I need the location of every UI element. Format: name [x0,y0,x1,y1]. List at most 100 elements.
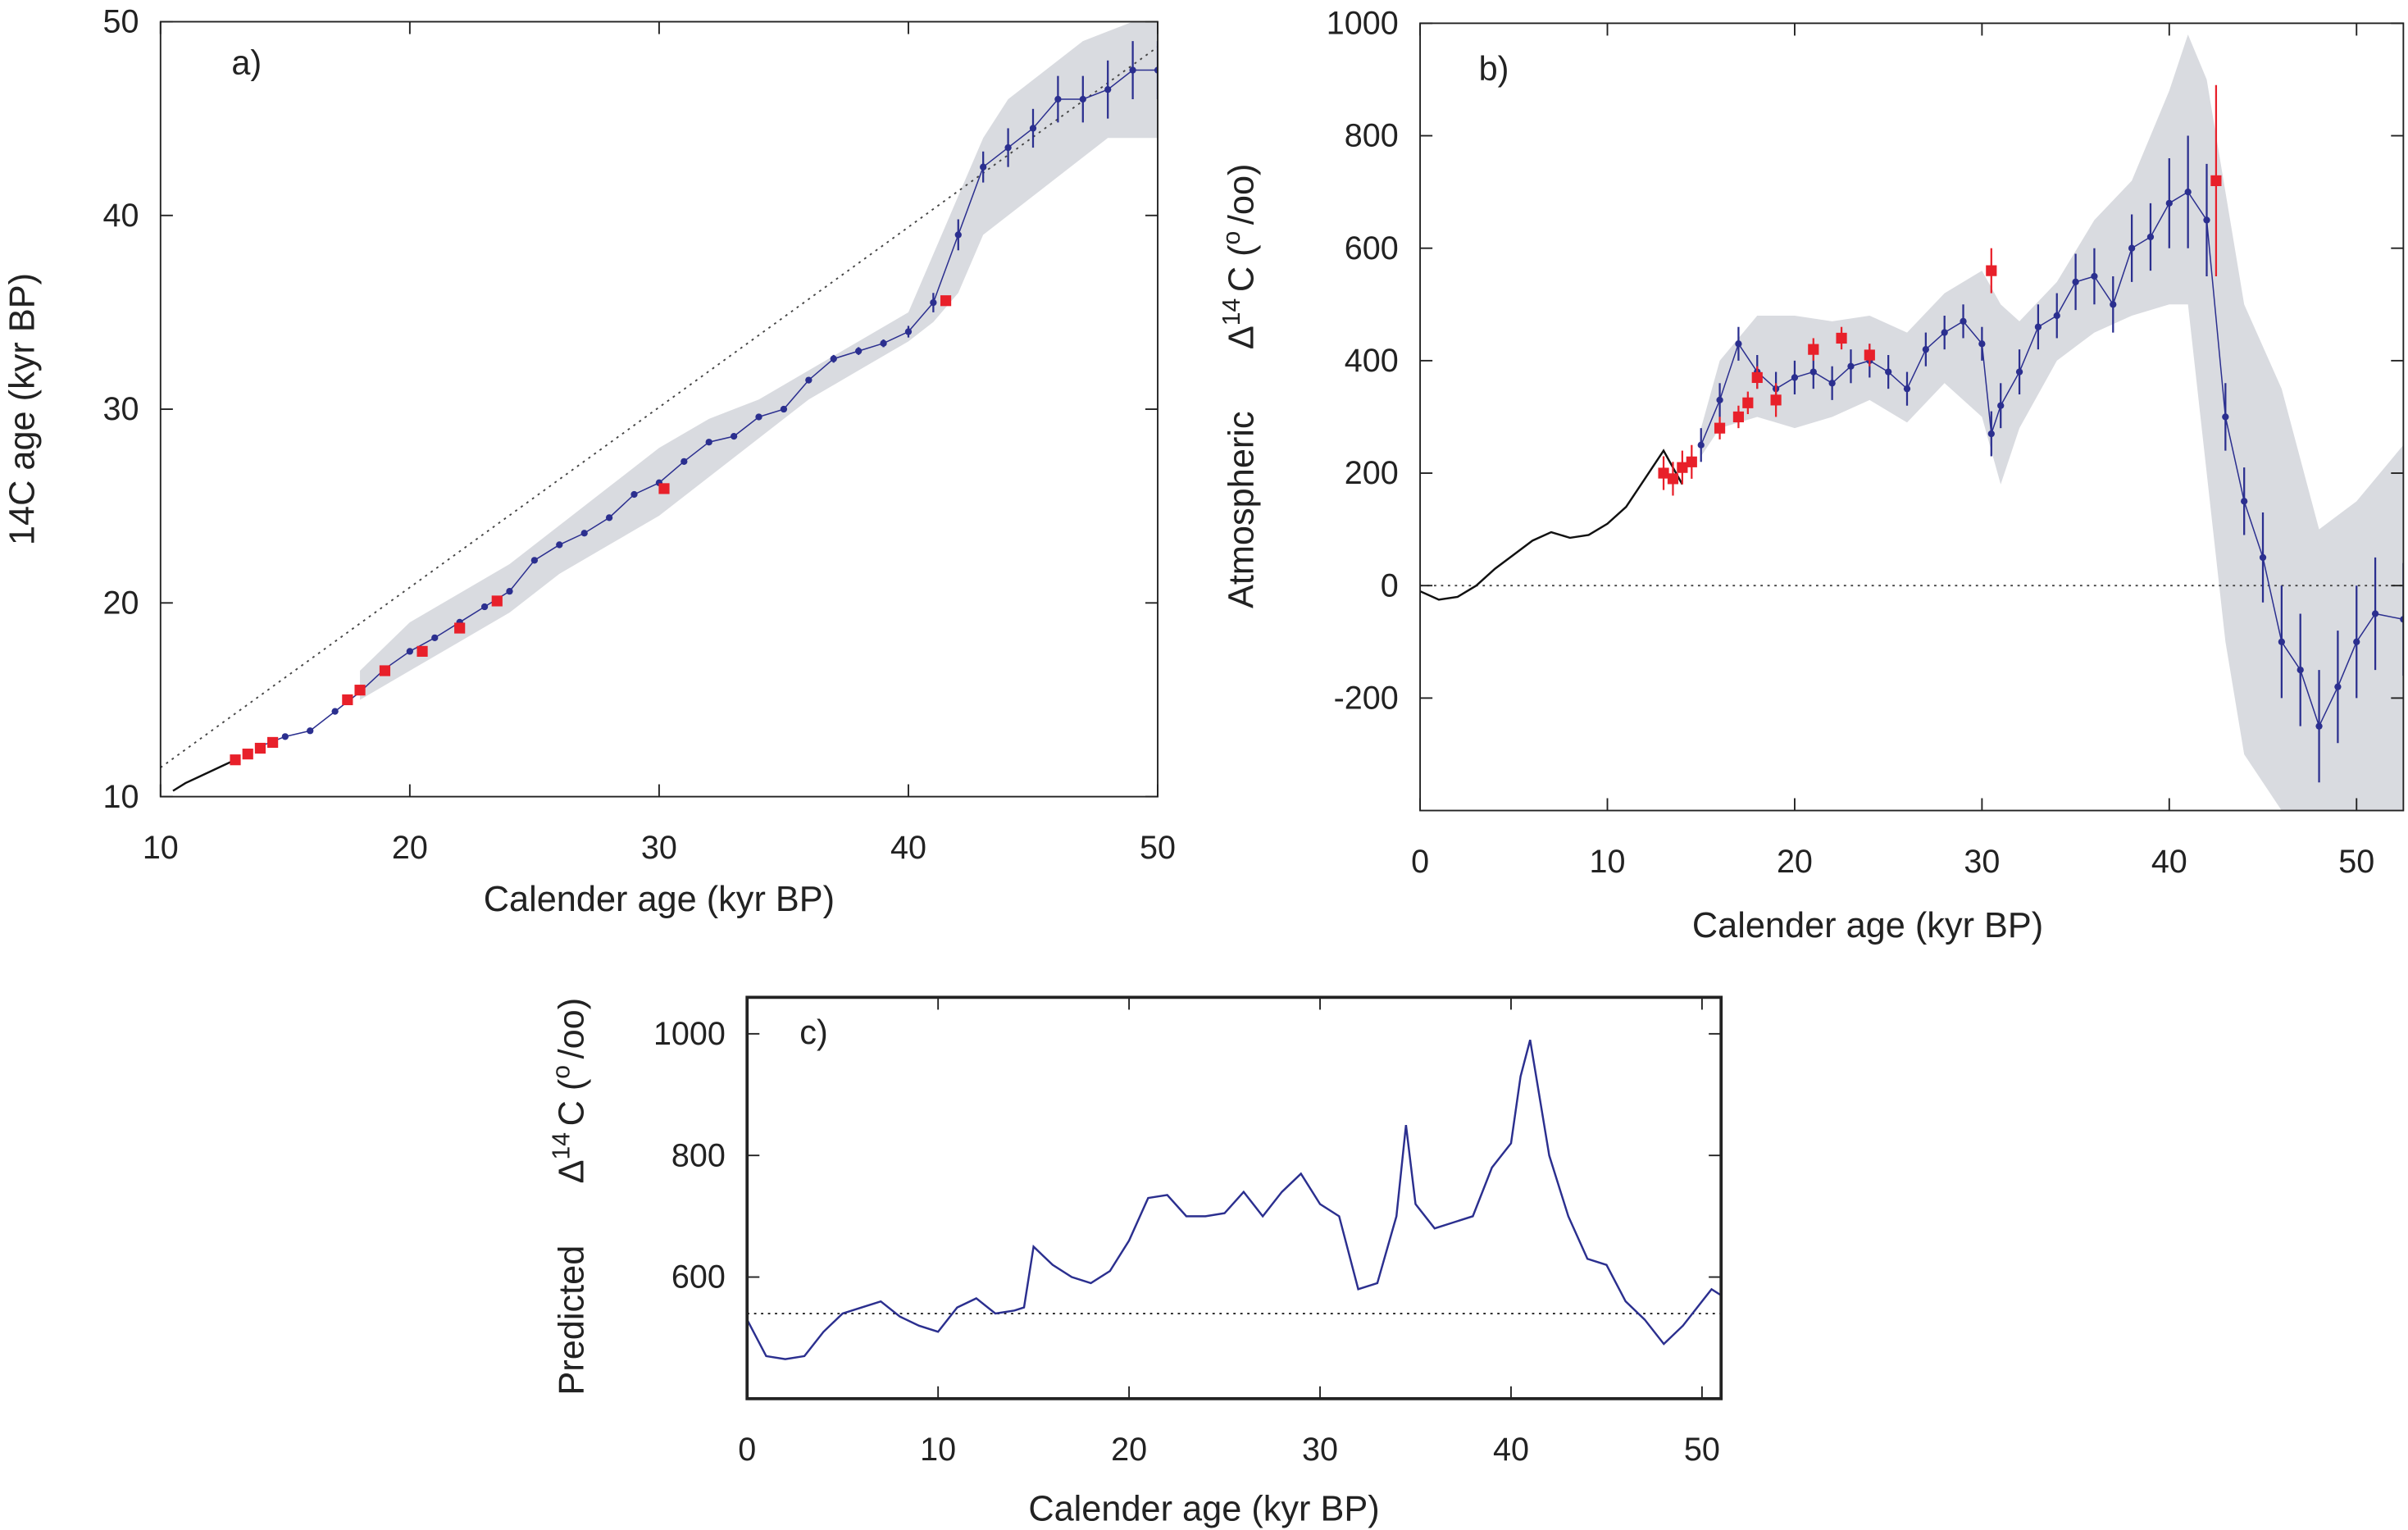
data-point [491,595,503,607]
x-tick-label: 30 [1302,1432,1338,1468]
y-tick-label: 10 [102,779,139,815]
data-point [1978,340,1986,348]
data-point [1941,329,1948,336]
data-point [1054,95,1062,103]
data-point [1154,66,1158,74]
data-point [454,622,466,634]
y-tick-label: 0 [1381,567,1399,603]
data-point [855,348,863,355]
x-axis-title: Calender age (kyr BP) [484,880,835,919]
y-axis-title: 14C age (kyr BP) [2,273,42,545]
data-point [2053,312,2060,320]
data-point [805,376,813,384]
data-point [2165,199,2173,207]
data-point [1903,385,1911,393]
data-point [954,231,962,239]
data-point [880,339,887,347]
y-tick-label: 400 [1345,343,1399,379]
data-point [1667,473,1679,485]
y-axis-title-part: /oo) [553,998,592,1059]
x-tick-label: 30 [1964,844,2000,880]
data-point [556,541,563,549]
y-tick-label: 40 [102,198,139,234]
x-tick-label: 0 [738,1432,756,1468]
y-axis-title: Atmospheric Δ14 C (o/oo) [1218,164,1262,609]
data-point [267,736,279,749]
data-point [1885,368,1892,376]
data-point [1770,394,1782,406]
data-point [1129,66,1136,74]
data-point [2400,616,2404,623]
data-point [2334,683,2342,690]
data-point [254,742,266,754]
data-point [2259,553,2267,562]
y-axis-title-part: Δ [1222,326,1262,349]
panel: 10 20 30 40 50 10 20 30 40 50 a) Calender age (kyr … [2,4,1176,919]
y-axis-title-part: C ( [1222,244,1262,292]
data-point [230,754,241,766]
data-point [1004,143,1012,152]
y-tick-label: 800 [1345,118,1399,154]
data-point [2091,272,2098,280]
data-point [930,298,937,307]
data-point [1987,430,1995,438]
data-point [1836,332,1847,344]
data-point [1735,340,1742,348]
x-tick-label: 40 [890,830,926,866]
data-point [1716,396,1723,404]
data-point [630,490,638,499]
data-point [2296,666,2304,674]
x-tick-label: 20 [1777,844,1813,880]
plot-area [747,1039,1722,1360]
data-point [2241,498,2248,505]
data-point [1808,344,1819,355]
data-point [681,458,688,465]
data-point [658,483,670,494]
x-tick-label: 0 [1411,844,1429,880]
data-point [1809,368,1817,376]
y-tick-label: 20 [102,585,139,621]
data-point [1697,441,1705,449]
plot-frame [745,995,1723,1400]
plot-area [1420,34,2404,811]
y-tick-label: 1000 [653,1016,726,1052]
y-tick-label: 1000 [1327,6,1399,42]
data-point [1864,349,1875,361]
data-point [1922,346,1929,353]
data-point [242,749,253,760]
data-point [1742,397,1754,408]
x-tick-label: 10 [1590,844,1626,880]
uncertainty-band [1700,34,2404,811]
data-point [2128,244,2136,252]
data-point [530,557,539,564]
y-tick-label: 50 [102,4,139,40]
data-point [1029,125,1037,132]
data-point [2353,638,2360,645]
data-point [980,163,987,171]
data-point [2315,722,2323,730]
y-axis-title-part: 14 [1218,298,1245,326]
uncertainty-band [360,21,1158,700]
y-axis-title: Predicted Δ14 C (o/oo) [549,998,592,1396]
data-point [1847,362,1855,370]
panel-label: c) [799,1013,828,1051]
y-tick-label: -200 [1334,681,1399,717]
data-point [307,727,314,735]
data-point [1791,374,1799,381]
x-tick-label: 20 [392,830,428,866]
data-point [1686,456,1697,467]
plot-frame [1419,22,2405,812]
y-axis-title-part: C ( [553,1078,592,1126]
data-point [1658,467,1669,479]
data-point [755,413,762,421]
data-point [2210,175,2222,186]
data-point [1714,422,1726,434]
y-axis-title-part: Δ [553,1159,592,1183]
data-point [506,587,513,595]
data-point [730,432,738,440]
data-point [2371,610,2379,617]
x-axis-title: Calender age (kyr BP) [1692,906,2043,945]
panel-label: b) [1479,50,1509,88]
data-point [1751,371,1763,384]
x-axis-title: Calender age (kyr BP) [1028,1490,1379,1529]
